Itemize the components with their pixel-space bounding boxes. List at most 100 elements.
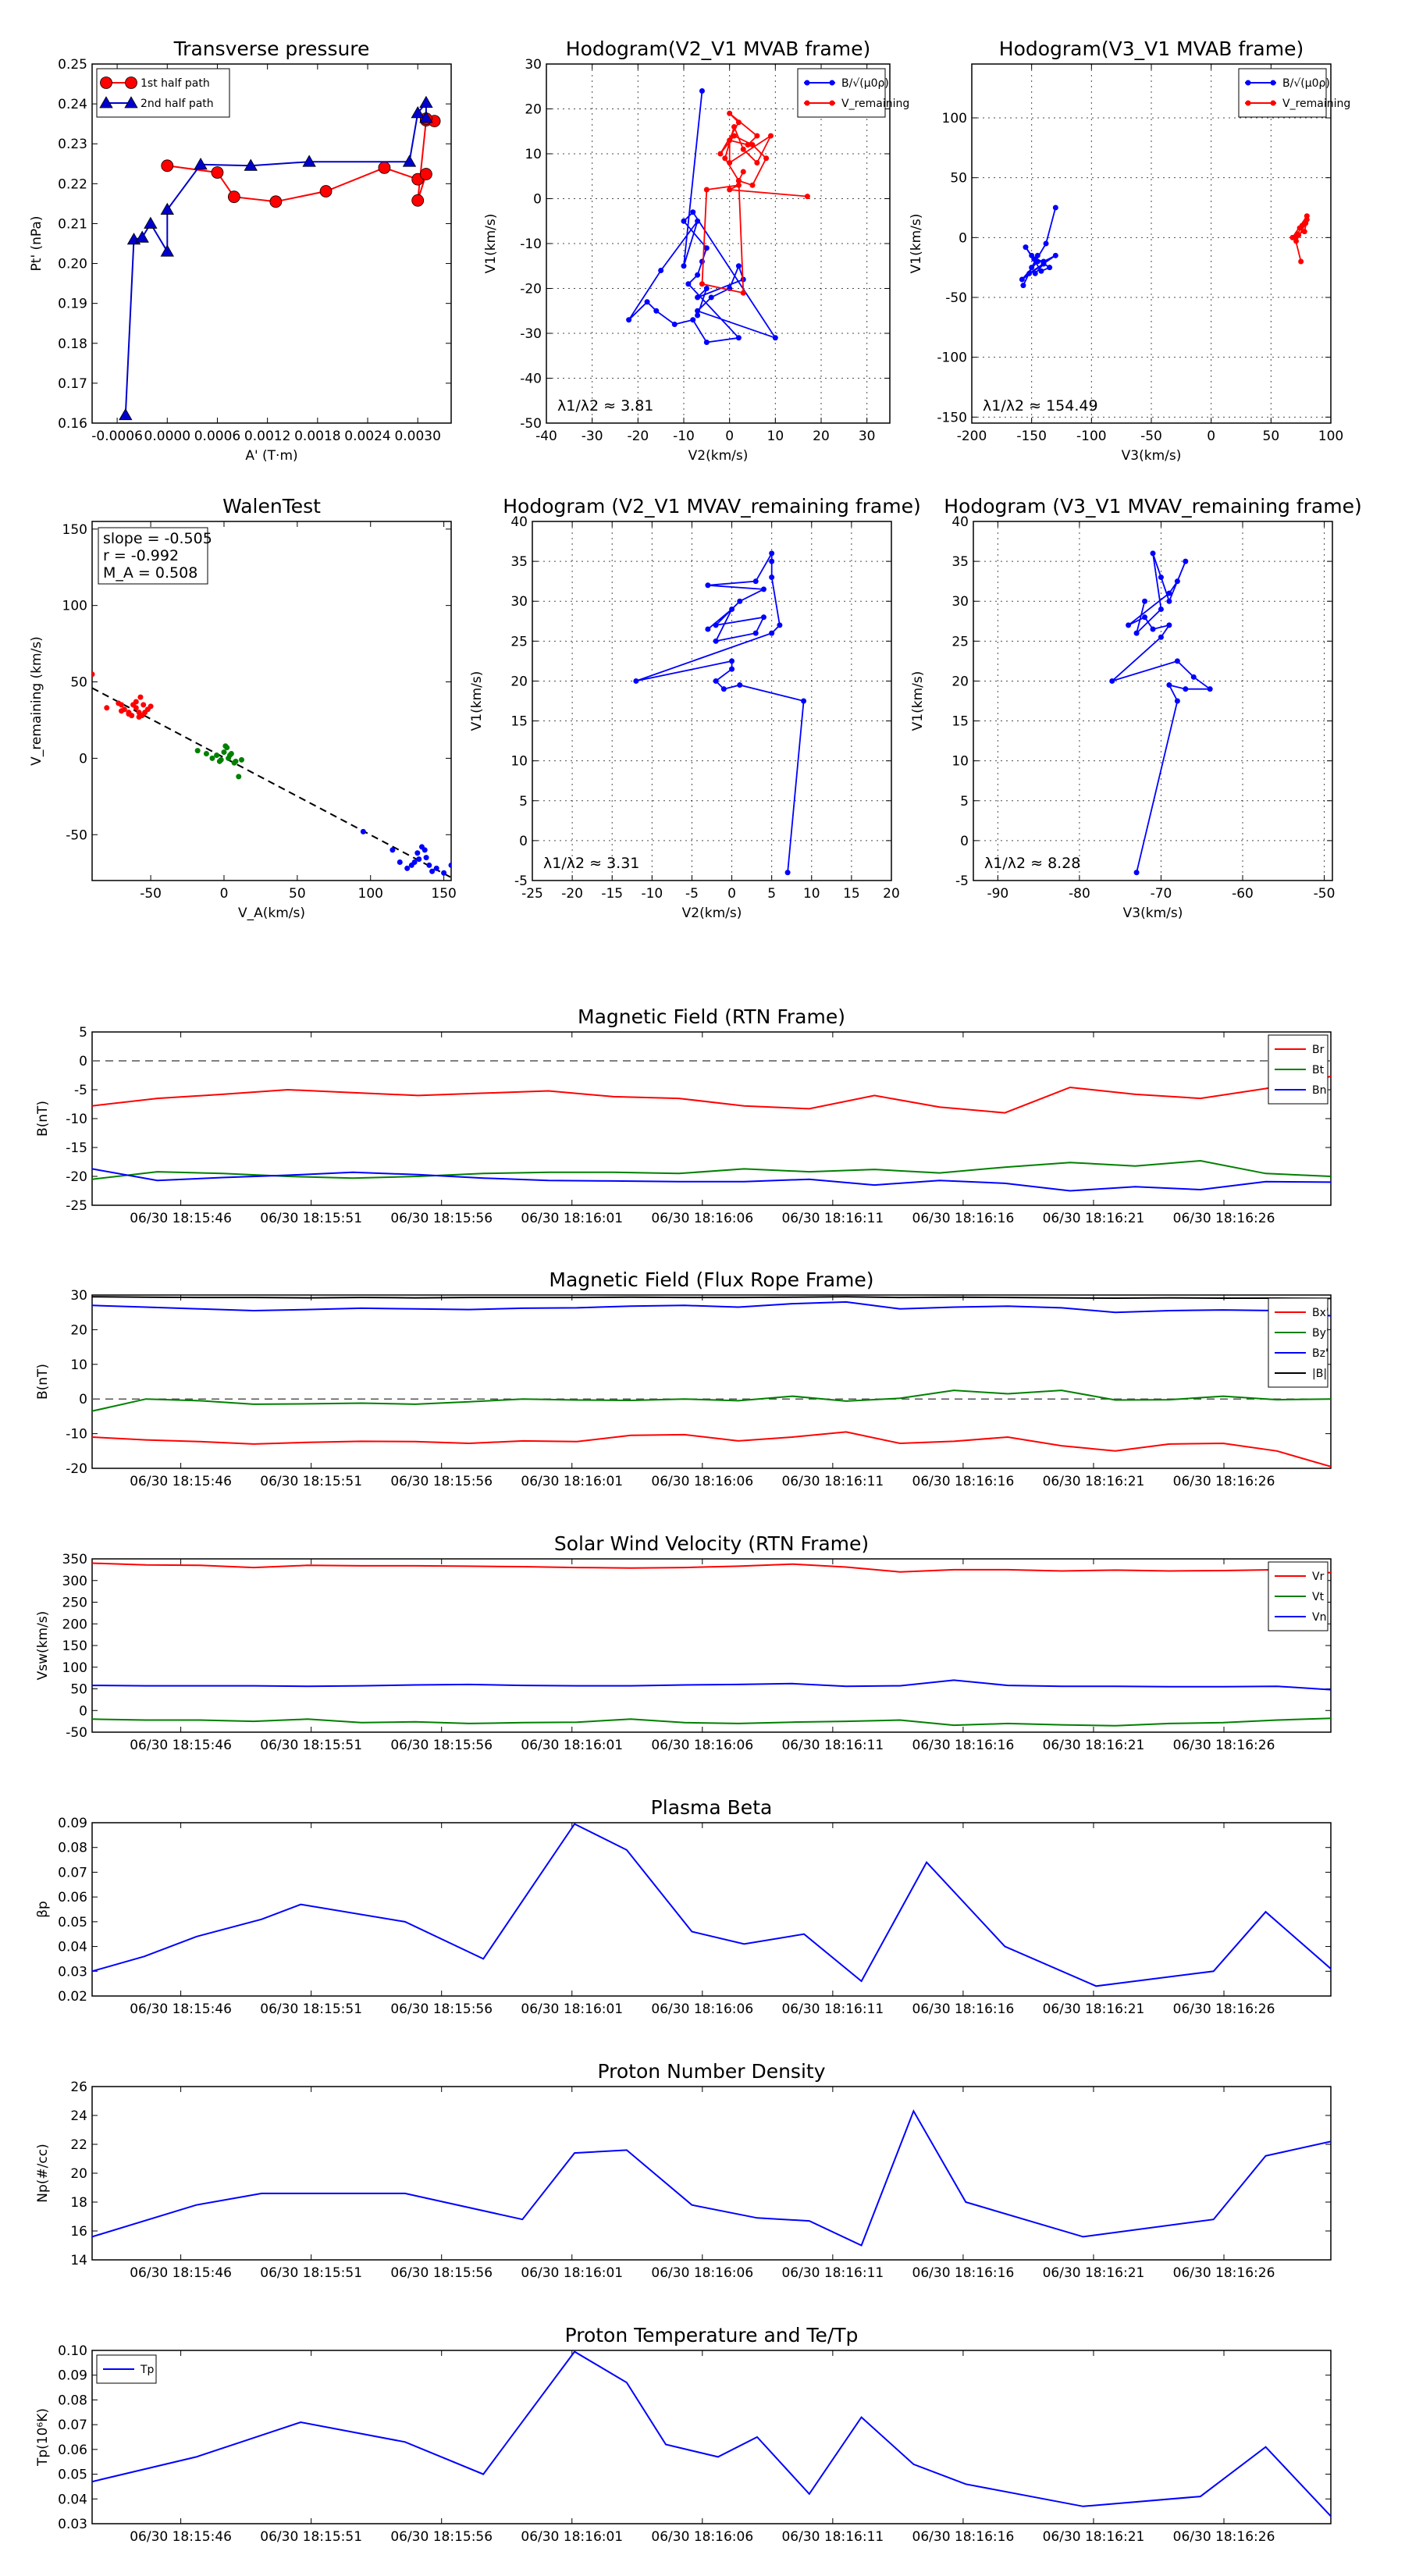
y-axis-label: V1(km/s) — [483, 214, 499, 274]
data-point — [1304, 213, 1310, 219]
data-point — [411, 106, 425, 119]
chart-title: Hodogram (V3_V1 MVAV_remaining frame) — [944, 495, 1362, 518]
chart-title: Magnetic Field (Flux Rope Frame) — [549, 1268, 873, 1291]
stat-ma: M_A = 0.508 — [103, 564, 197, 582]
series-line — [92, 2109, 1331, 2247]
data-point — [402, 155, 417, 167]
x-tick-label: -20 — [561, 886, 583, 902]
chart-walen: -50 0 50 100 150 -50 0 50 100 150 WalenTest V_A(km/… — [29, 495, 457, 921]
x-tick-label: 06/30 18:16:11 — [781, 2529, 884, 2545]
x-tick-label: 06/30 18:15:56 — [390, 2265, 493, 2281]
y-tick-label: 18 — [70, 2195, 87, 2211]
data-point — [754, 160, 760, 165]
x-tick-label: 06/30 18:16:26 — [1173, 2001, 1275, 2017]
plot-area — [633, 550, 807, 876]
y-tick-label: -40 — [520, 372, 542, 387]
x-axis-label: V2(km/s) — [688, 448, 749, 464]
x-tick-label: 06/30 18:16:01 — [521, 1474, 623, 1489]
series-line — [92, 1823, 1331, 1987]
y-tick-label: 24 — [70, 2108, 87, 2124]
data-point — [419, 111, 433, 123]
legend-label: Br — [1312, 1044, 1325, 1056]
y-axis-label: B(nT) — [35, 1101, 51, 1137]
y-tick-label: 0 — [79, 1703, 87, 1719]
data-point — [236, 774, 242, 780]
x-tick-label: 06/30 18:16:06 — [651, 1738, 753, 1753]
stat-slope: slope = -0.505 — [103, 530, 212, 547]
data-point — [319, 185, 333, 197]
y-tick-label: 35 — [951, 554, 969, 570]
y-axis-label: V_remaining (km/s) — [29, 636, 44, 766]
plot-area — [92, 671, 451, 876]
x-tick-label: 20 — [883, 886, 900, 902]
axes-frame — [973, 521, 1333, 881]
x-tick-label: 06/30 18:16:21 — [1043, 1738, 1145, 1753]
legend-marker — [124, 96, 138, 109]
x-tick-label: -50 — [140, 886, 162, 902]
data-point — [699, 88, 705, 94]
data-point — [161, 159, 174, 173]
chart-h31: -150 -100 -50 0 50 100 -200 -150 -100 -50 0 50 100 Ho… — [909, 37, 1350, 464]
data-point — [194, 157, 208, 170]
x-tick-label: 06/30 18:15:56 — [390, 1474, 493, 1489]
y-tick-label: 25 — [510, 634, 528, 649]
data-point — [769, 550, 775, 557]
axes-frame — [971, 63, 1332, 424]
data-point — [729, 666, 735, 672]
data-point — [1158, 575, 1164, 581]
series-line — [92, 1562, 1331, 1574]
y-tick-label: 26 — [70, 2080, 87, 2095]
x-tick-label: 06/30 18:16:26 — [1173, 2529, 1275, 2545]
legend-marker — [1245, 100, 1251, 106]
eigen-ratio-annotation: λ1/λ2 ≈ 154.49 — [983, 397, 1098, 415]
y-tick-label: 300 — [62, 1574, 87, 1589]
y-tick-label: 0.17 — [58, 376, 87, 392]
data-point — [690, 317, 696, 323]
data-point — [227, 190, 240, 204]
y-tick-label: 0.10 — [58, 2343, 87, 2359]
data-point — [658, 268, 664, 273]
y-tick-label: 0.05 — [58, 1915, 87, 1930]
x-tick-label: -50 — [1140, 429, 1162, 444]
data-point — [1150, 626, 1156, 632]
chart-tp: 0.03 0.04 0.05 0.06 0.07 0.08 0.09 0.10 06/30 18… — [35, 2324, 1332, 2545]
y-tick-label: 100 — [62, 599, 87, 614]
legend-marker — [125, 76, 137, 89]
legend-marker — [1245, 80, 1251, 86]
series-line — [92, 1389, 1331, 1412]
axes-frame — [91, 1294, 1332, 1469]
y-tick-label: 20 — [951, 674, 969, 689]
y-tick-label: 0.24 — [58, 97, 87, 112]
data-point — [411, 194, 425, 207]
data-point — [720, 686, 727, 692]
y-tick-label: 25 — [951, 634, 969, 649]
x-tick-label: 06/30 18:15:46 — [130, 2529, 232, 2545]
y-tick-label: 0.03 — [58, 2517, 87, 2532]
x-tick-label: 0.0018 — [294, 429, 340, 444]
data-point — [727, 110, 733, 116]
y-tick-label: 15 — [951, 714, 969, 730]
data-point — [1183, 686, 1189, 692]
stat-r: r = -0.992 — [103, 547, 179, 564]
data-point — [422, 847, 428, 853]
data-point — [740, 290, 746, 296]
data-point — [1040, 261, 1047, 267]
series-line — [92, 1717, 1331, 1727]
chart-brtn: -25 -20 -15 -10 -5 0 5 06/30 18:15:46 06/30 18:1… — [35, 1005, 1332, 1226]
x-tick-label: 50 — [1263, 429, 1280, 444]
data-point — [695, 272, 701, 278]
data-point — [695, 294, 701, 301]
y-tick-label: 100 — [942, 111, 967, 126]
y-tick-label: -100 — [937, 350, 967, 366]
x-tick-label: 10 — [803, 886, 820, 902]
chart-title: WalenTest — [222, 495, 321, 518]
y-tick-label: 0.18 — [58, 336, 87, 352]
x-tick-label: 06/30 18:16:16 — [912, 2001, 1015, 2017]
series-line — [92, 1679, 1331, 1691]
data-point — [1166, 622, 1172, 628]
legend-label: 1st half path — [140, 77, 210, 90]
data-point — [703, 187, 710, 193]
data-point — [119, 708, 125, 714]
legend-label: V_remaining — [841, 98, 909, 110]
y-axis-label: Np(#/cc) — [35, 2144, 51, 2202]
